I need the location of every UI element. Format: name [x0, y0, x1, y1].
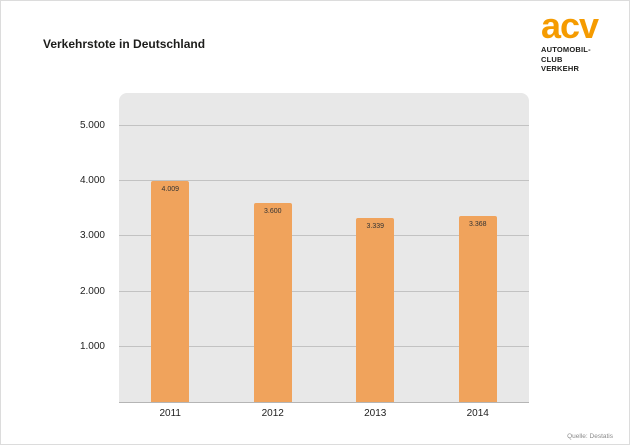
bar-slot: 3.600	[222, 203, 325, 402]
bar-value-label: 4.009	[161, 185, 180, 193]
gridline	[119, 235, 529, 237]
bar-2011: 4.009	[151, 180, 190, 402]
y-tick-label: 3.000	[79, 230, 105, 242]
gridline	[119, 290, 529, 292]
bars-container: 4.009 3.600 3.339 3.368	[119, 93, 529, 402]
x-tick-label: 2014	[466, 408, 489, 419]
bar-value-label: 3.339	[366, 222, 385, 230]
source-note: Quelle: Destatis	[567, 433, 613, 440]
plot-area: 4.009 3.600 3.339 3.368	[119, 93, 529, 403]
y-tick-label: 1.000	[79, 340, 105, 352]
x-axis: 2011 2012 2013 2014	[119, 408, 529, 419]
bar-2014: 3.368	[458, 216, 497, 402]
bar-2013: 3.339	[356, 217, 395, 402]
y-tick-label: 2.000	[79, 285, 105, 297]
bar-slot: 3.339	[324, 217, 427, 402]
y-tick-label: 4.000	[79, 175, 105, 187]
bar-2012: 3.600	[253, 203, 292, 402]
acv-logo: acv AUTOMOBIL-CLUB VERKEHR	[541, 5, 611, 73]
gridline	[119, 345, 529, 347]
bar-slot: 4.009	[119, 180, 222, 402]
bar-value-label: 3.600	[263, 208, 282, 216]
logo-subtitle-line2: VERKEHR	[541, 63, 580, 73]
gridline	[119, 125, 529, 127]
x-tick-label: 2013	[364, 408, 387, 419]
acv-logo-wordmark: acv	[541, 5, 599, 46]
bar-slot: 3.368	[427, 216, 530, 402]
chart-title: Verkehrstote in Deutschland	[43, 37, 206, 51]
gridline	[119, 180, 529, 182]
bar-value-label: 3.368	[468, 221, 487, 229]
x-tick-label: 2012	[261, 408, 284, 419]
y-tick-label: 5.000	[79, 120, 105, 132]
y-axis: 1.000 2.000 3.000 4.000 5.000	[1, 93, 111, 402]
logo-subtitle-line1: AUTOMOBIL-CLUB	[541, 45, 591, 64]
x-tick-label: 2011	[159, 408, 181, 419]
